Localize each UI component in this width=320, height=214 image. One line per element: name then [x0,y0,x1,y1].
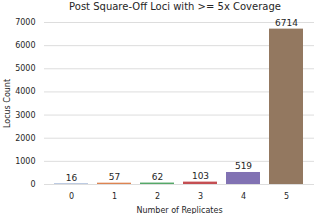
svg-text:519: 519 [235,161,252,171]
svg-text:5000: 5000 [15,64,35,73]
svg-text:1: 1 [112,192,117,201]
svg-text:4000: 4000 [15,87,35,96]
svg-text:2: 2 [155,192,160,201]
svg-text:3000: 3000 [15,111,35,120]
svg-text:0: 0 [69,192,74,201]
svg-text:6000: 6000 [15,41,35,50]
svg-text:4: 4 [241,192,246,201]
svg-text:3: 3 [198,192,203,201]
svg-text:0: 0 [30,180,35,189]
svg-text:Locus Count: Locus Count [3,79,12,128]
svg-text:Number of Replicates: Number of Replicates [136,206,222,214]
svg-text:5: 5 [284,192,289,201]
svg-text:1000: 1000 [15,157,35,166]
svg-text:62: 62 [152,172,163,182]
svg-text:6714: 6714 [275,18,298,28]
html-text:Post Square-Off Loci with >= 5: Post Square-Off Loci with >= 5x Coverage [69,1,281,12]
svg-text:2000: 2000 [15,134,35,143]
svg-text:57: 57 [109,172,120,182]
svg-text:103: 103 [192,171,209,181]
svg-text:7000: 7000 [15,18,35,27]
svg-text:16: 16 [66,173,78,183]
